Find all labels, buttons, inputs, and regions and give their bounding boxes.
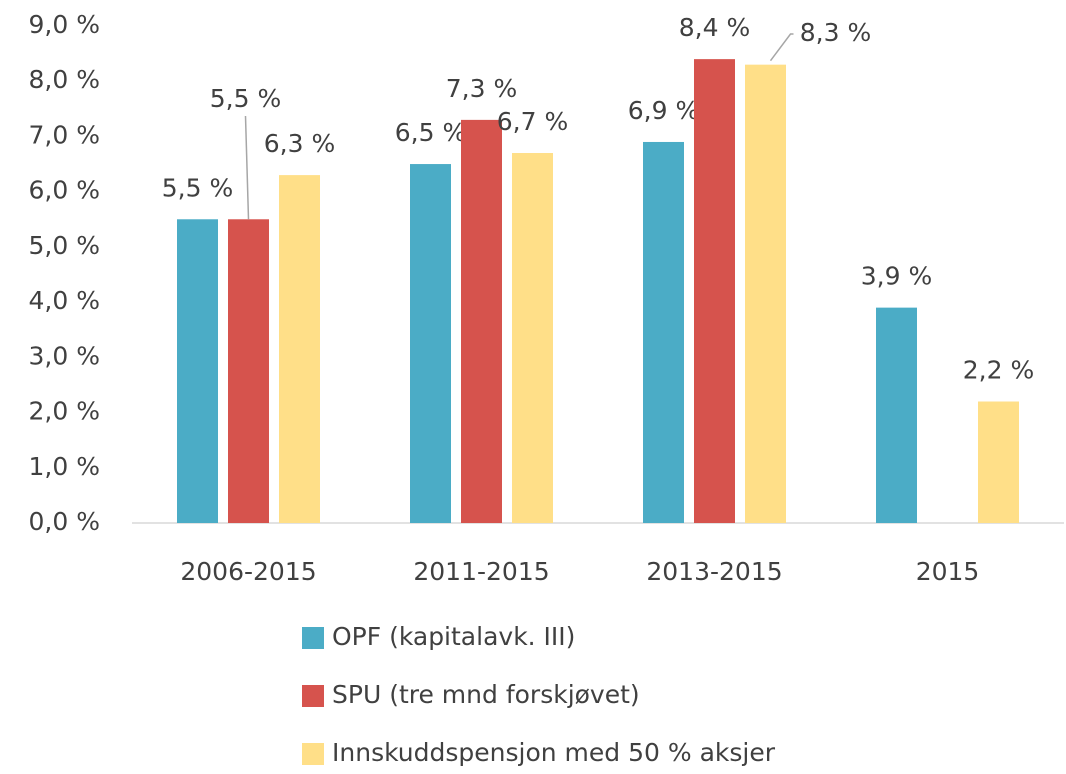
bar — [177, 219, 218, 523]
bar — [279, 175, 320, 523]
x-tick-label: 2013-2015 — [646, 557, 782, 586]
y-tick-label: 2,0 % — [29, 397, 100, 426]
y-tick-label: 9,0 % — [29, 10, 100, 39]
bar — [410, 164, 451, 524]
y-tick-label: 0,0 % — [29, 507, 100, 536]
bar — [512, 153, 553, 523]
y-tick-label: 6,0 % — [29, 176, 100, 205]
value-label: 6,3 % — [264, 129, 335, 158]
x-tick-label: 2011-2015 — [413, 557, 549, 586]
legend-label: Innskuddspensjon med 50 % aksjer — [332, 738, 776, 767]
legend-label: OPF (kapitalavk. III) — [332, 622, 575, 651]
x-tick-label: 2015 — [916, 557, 980, 586]
y-tick-label: 5,0 % — [29, 231, 100, 260]
legend-label: SPU (tre mnd forskjøvet) — [332, 680, 640, 709]
y-tick-label: 7,0 % — [29, 120, 100, 149]
value-label: 8,3 % — [800, 18, 871, 47]
legend-swatch — [302, 685, 324, 707]
leader-line — [244, 115, 250, 220]
legend-swatch — [302, 743, 324, 765]
bar — [228, 219, 269, 523]
bar — [694, 59, 735, 524]
x-tick-label: 2006-2015 — [180, 557, 316, 586]
value-label: 3,9 % — [861, 262, 932, 291]
y-tick-label: 8,0 % — [29, 65, 100, 94]
y-tick-label: 3,0 % — [29, 341, 100, 370]
value-label: 8,4 % — [679, 13, 750, 42]
value-label: 6,5 % — [395, 118, 466, 147]
value-label: 7,3 % — [446, 74, 517, 103]
bar — [643, 141, 684, 523]
y-tick-label: 1,0 % — [29, 452, 100, 481]
value-label: 5,5 % — [162, 173, 233, 202]
bar — [461, 119, 502, 523]
value-label: 6,9 % — [628, 96, 699, 125]
value-label: 6,7 % — [497, 107, 568, 136]
legend-swatch — [302, 627, 324, 649]
value-label: 2,2 % — [963, 356, 1034, 385]
leader-line — [769, 33, 794, 62]
bar — [745, 64, 786, 524]
bar — [978, 401, 1019, 523]
y-tick-label: 4,0 % — [29, 286, 100, 315]
value-label: 5,5 % — [210, 84, 281, 113]
bar — [876, 307, 917, 523]
